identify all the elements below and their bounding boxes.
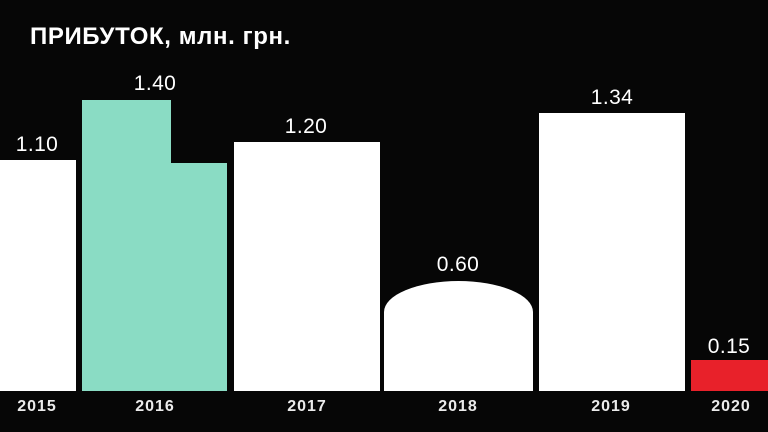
chart-title: ПРИБУТОК, млн. грн. [30,23,291,50]
axis-label-2020: 2020 [711,398,751,415]
axis-label-2017: 2017 [287,398,327,415]
axis-label-2018: 2018 [438,398,478,415]
value-label-2020: 0.15 [707,335,751,358]
axis-label-2019: 2019 [591,398,631,415]
value-label-2015: 1.10 [15,133,59,156]
bar-2015 [0,160,76,391]
value-label-2016: 1.40 [133,72,177,95]
bar-2017 [234,142,380,391]
value-label-2018: 0.60 [436,253,480,276]
bar-2016-highlighted [82,100,227,391]
value-label-2019: 1.34 [590,86,634,109]
axis-label-2015: 2015 [17,398,57,415]
bar-2018-dome [384,281,533,391]
bar-2019 [539,113,685,391]
bar-2020-negative [691,360,768,391]
value-label-2017: 1.20 [284,115,328,138]
axis-label-2016: 2016 [135,398,175,415]
